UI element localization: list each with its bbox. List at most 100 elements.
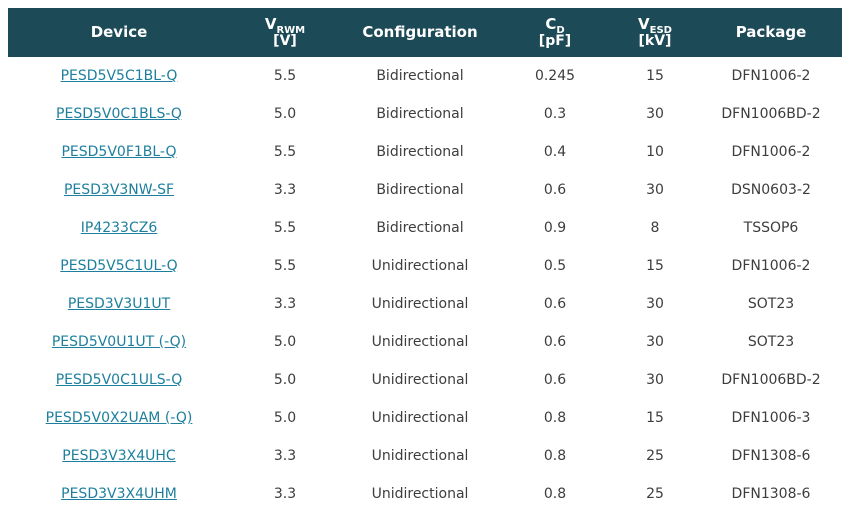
table-row: PESD5V0C1ULS-Q 5.0 Unidirectional 0.6 30… [8,361,842,399]
vesd-symbol: VESD [638,14,672,36]
table-body: PESD5V5C1BL-Q 5.5 Bidirectional 0.245 15… [8,57,842,513]
cd-cell: 0.245 [500,57,610,95]
vesd-cell: 30 [610,171,700,209]
col-header-cd: CD [pF] [500,8,610,57]
vesd-cell: 30 [610,323,700,361]
device-cell: PESD3V3X4UHM [8,475,230,513]
device-cell: PESD3V3U1UT [8,285,230,323]
device-link[interactable]: PESD5V0U1UT (-Q) [51,334,187,350]
vesd-cell: 15 [610,399,700,437]
device-link[interactable]: PESD3V3U1UT [67,296,171,312]
device-link[interactable]: PESD5V0X2UAM (-Q) [45,410,193,426]
package-cell: DFN1006-2 [700,57,842,95]
vrwm-cell: 5.5 [230,57,340,95]
package-cell: DFN1308-6 [700,475,842,513]
table-row: IP4233CZ6 5.5 Bidirectional 0.9 8 TSSOP6 [8,209,842,247]
device-link[interactable]: PESD5V5C1BL-Q [60,68,178,84]
device-cell: PESD3V3NW-SF [8,171,230,209]
device-link[interactable]: IP4233CZ6 [80,220,158,236]
col-header-vesd: VESD [kV] [610,8,700,57]
device-link[interactable]: PESD3V3X4UHC [62,448,176,464]
cd-symbol: CD [545,14,565,36]
device-cell: PESD5V0X2UAM (-Q) [8,399,230,437]
vesd-cell: 15 [610,57,700,95]
vesd-cell: 15 [610,247,700,285]
configuration-cell: Bidirectional [340,57,500,95]
vesd-cell: 10 [610,133,700,171]
device-cell: PESD5V0C1BLS-Q [8,95,230,133]
device-link[interactable]: PESD3V3NW-SF [63,182,175,198]
cd-cell: 0.6 [500,171,610,209]
configuration-cell: Unidirectional [340,247,500,285]
table-row: PESD5V5C1UL-Q 5.5 Unidirectional 0.5 15 … [8,247,842,285]
table-row: PESD5V0C1BLS-Q 5.0 Bidirectional 0.3 30 … [8,95,842,133]
table-row: PESD5V5C1BL-Q 5.5 Bidirectional 0.245 15… [8,57,842,95]
vrwm-cell: 3.3 [230,171,340,209]
vrwm-cell: 5.5 [230,209,340,247]
package-cell: DSN0603-2 [700,171,842,209]
col-header-device-label: Device [90,23,148,41]
vrwm-cell: 5.5 [230,247,340,285]
package-cell: DFN1308-6 [700,437,842,475]
package-cell: DFN1006-2 [700,247,842,285]
col-header-configuration: Configuration [340,8,500,57]
cd-cell: 0.4 [500,133,610,171]
col-header-vrwm: VRWM [V] [230,8,340,57]
package-cell: DFN1006BD-2 [700,95,842,133]
configuration-cell: Bidirectional [340,171,500,209]
configuration-cell: Unidirectional [340,437,500,475]
device-link[interactable]: PESD5V0C1BLS-Q [56,106,182,122]
device-cell: PESD5V0F1BL-Q [8,133,230,171]
configuration-cell: Unidirectional [340,399,500,437]
package-cell: SOT23 [700,285,842,323]
cd-cell: 0.3 [500,95,610,133]
vrwm-cell: 3.3 [230,437,340,475]
package-cell: TSSOP6 [700,209,842,247]
col-header-package: Package [700,8,842,57]
cd-cell: 0.9 [500,209,610,247]
cd-cell: 0.8 [500,475,610,513]
cd-cell: 0.6 [500,285,610,323]
device-link[interactable]: PESD5V5C1UL-Q [60,258,178,274]
configuration-cell: Unidirectional [340,475,500,513]
col-header-device: Device [8,8,230,57]
device-link[interactable]: PESD5V0F1BL-Q [61,144,177,160]
cd-cell: 0.8 [500,399,610,437]
package-cell: DFN1006BD-2 [700,361,842,399]
table-row: PESD5V0X2UAM (-Q) 5.0 Unidirectional 0.8… [8,399,842,437]
configuration-cell: Unidirectional [340,285,500,323]
device-cell: PESD5V5C1BL-Q [8,57,230,95]
vrwm-cell: 3.3 [230,475,340,513]
vrwm-unit: [V] [273,32,297,49]
cd-cell: 0.6 [500,361,610,399]
package-cell: DFN1006-2 [700,133,842,171]
col-header-package-label: Package [735,23,807,41]
configuration-cell: Unidirectional [340,323,500,361]
table-row: PESD3V3NW-SF 3.3 Bidirectional 0.6 30 DS… [8,171,842,209]
configuration-cell: Bidirectional [340,95,500,133]
table-row: PESD5V0F1BL-Q 5.5 Bidirectional 0.4 10 D… [8,133,842,171]
vesd-cell: 25 [610,437,700,475]
package-cell: DFN1006-3 [700,399,842,437]
vrwm-cell: 5.0 [230,399,340,437]
table-row: PESD3V3X4UHM 3.3 Unidirectional 0.8 25 D… [8,475,842,513]
device-cell: PESD3V3X4UHC [8,437,230,475]
cd-cell: 0.5 [500,247,610,285]
device-link[interactable]: PESD3V3X4UHM [61,486,177,502]
configuration-cell: Bidirectional [340,133,500,171]
device-cell: PESD5V5C1UL-Q [8,247,230,285]
col-header-configuration-label: Configuration [362,23,478,41]
device-comparison-table: Device VRWM [V] Configuration CD [pF] VE… [8,8,842,513]
vrwm-symbol: VRWM [264,14,306,36]
table-row: PESD3V3X4UHC 3.3 Unidirectional 0.8 25 D… [8,437,842,475]
device-cell: PESD5V0U1UT (-Q) [8,323,230,361]
vesd-cell: 30 [610,285,700,323]
device-link[interactable]: PESD5V0C1ULS-Q [55,372,183,388]
vrwm-cell: 5.0 [230,361,340,399]
cd-cell: 0.8 [500,437,610,475]
vesd-cell: 30 [610,95,700,133]
vesd-cell: 25 [610,475,700,513]
vrwm-cell: 5.0 [230,323,340,361]
cd-cell: 0.6 [500,323,610,361]
